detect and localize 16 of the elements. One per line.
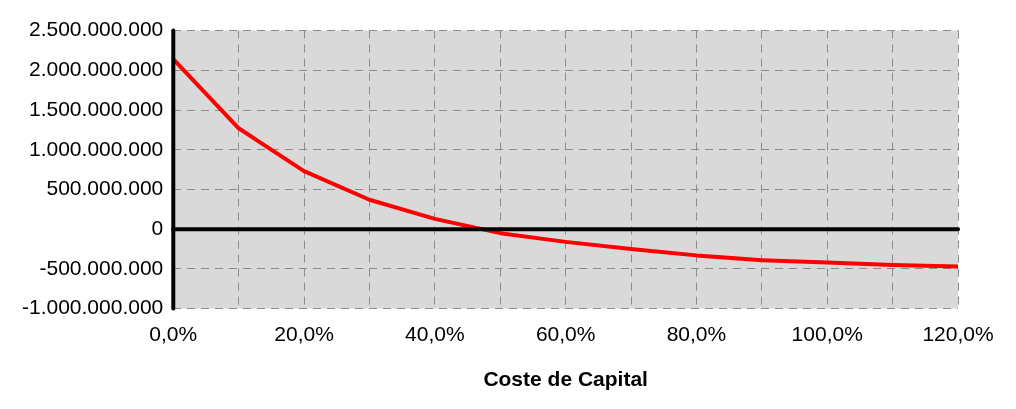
y-tick-label: -1.000.000.000: [21, 295, 164, 319]
y-tick-label: 1.000.000.000: [28, 136, 164, 160]
y-tick-label: 0: [151, 215, 164, 239]
y-tick-label: 500.000.000: [46, 176, 164, 200]
x-tick-label: 100,0%: [791, 322, 863, 345]
x-tick-label: 20,0%: [274, 322, 334, 345]
y-tick-label: 2.000.000.000: [28, 57, 164, 81]
x-tick-label: 80,0%: [666, 322, 727, 345]
x-tick-label: 40,0%: [405, 322, 465, 345]
x-axis-title: Coste de Capital: [483, 367, 648, 391]
x-tick-label: 120,0%: [922, 322, 994, 345]
y-tick-label: 2.500.000.000: [28, 17, 164, 41]
y-tick-label: -500.000.000: [39, 255, 164, 279]
x-tick-label: 60,0%: [535, 322, 596, 345]
y-tick-label: 1.500.000.000: [28, 96, 164, 120]
x-tick-label: 0,0%: [149, 322, 198, 345]
